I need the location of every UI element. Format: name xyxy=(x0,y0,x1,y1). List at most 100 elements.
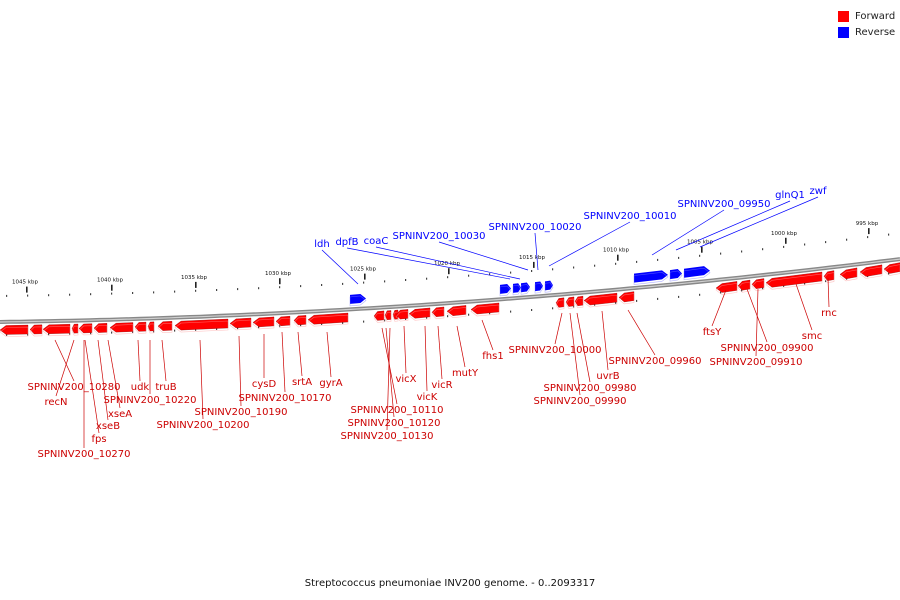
upper-marker xyxy=(174,290,176,293)
forward-gene-14-shadow xyxy=(293,316,307,328)
lower-marker xyxy=(132,331,134,333)
upper-marker xyxy=(720,252,722,255)
upper-marker xyxy=(510,271,512,274)
lower-marker xyxy=(657,297,659,300)
forward-gene-1-shadow xyxy=(29,326,43,337)
upper-marker xyxy=(426,277,428,280)
forward-label-20: vicR xyxy=(431,380,452,391)
forward-label-1-leader xyxy=(55,339,75,397)
upper-marker xyxy=(363,281,365,284)
forward-label-21-leader xyxy=(456,325,466,368)
lower-marker xyxy=(615,301,617,304)
forward-label-32-leader xyxy=(827,277,830,308)
forward-gene-2-shadow xyxy=(42,325,71,337)
reverse-gene-7-shadow xyxy=(669,270,683,282)
lower-marker xyxy=(300,324,302,327)
forward-label-24: uvrB xyxy=(596,371,619,382)
forward-swatch xyxy=(838,10,849,22)
forward-gene-28 xyxy=(618,291,635,303)
tick-label: 1020 kbp xyxy=(434,261,460,267)
tick-label: 1010 kbp xyxy=(603,248,629,254)
forward-label-15-leader xyxy=(403,325,407,374)
legend-reverse: Reverse xyxy=(838,24,895,40)
tick-label: 1045 kbp xyxy=(12,280,38,286)
lower-marker xyxy=(48,333,50,336)
reverse-gene-6-shadow xyxy=(633,272,669,285)
forward-label-2: fps xyxy=(91,434,106,445)
upper-marker xyxy=(825,241,827,244)
reverse-gene-1-shadow xyxy=(499,285,512,297)
reverse-gene-4-shadow xyxy=(534,283,544,294)
upper-marker xyxy=(594,264,596,267)
forward-label-31: smc xyxy=(802,331,822,342)
forward-gene-15-shadow xyxy=(307,314,349,327)
upper-marker xyxy=(636,260,638,263)
forward-label-18: SPNINV200_10130 xyxy=(340,431,433,442)
lower-marker xyxy=(699,293,701,296)
forward-label-14: gyrA xyxy=(319,378,342,389)
forward-gene-29-shadow xyxy=(715,283,738,295)
forward-label-32: rnc xyxy=(821,308,837,319)
upper-marker xyxy=(762,248,764,251)
upper-marker xyxy=(6,294,8,297)
forward-label-22: fhs1 xyxy=(482,351,503,362)
forward-gene-12-shadow xyxy=(252,318,275,330)
tick-mark xyxy=(701,246,703,253)
upper-marker xyxy=(342,282,344,285)
forward-label-4-leader xyxy=(107,339,121,409)
reverse-label-3-leader xyxy=(438,241,529,271)
reverse-label-4-leader xyxy=(534,232,539,271)
forward-gene-7-shadow xyxy=(134,323,147,334)
lower-marker xyxy=(426,316,428,319)
lower-marker xyxy=(468,313,470,316)
reverse-label-5: SPNINV200_10010 xyxy=(583,211,676,222)
lower-marker xyxy=(741,289,743,292)
reverse-label-1: dpfB xyxy=(335,237,358,248)
forward-label-10: SPNINV200_10190 xyxy=(194,407,287,418)
forward-gene-32-shadow xyxy=(765,273,823,290)
tick-mark xyxy=(533,261,535,268)
reverse-label-7: glnQ1 xyxy=(775,190,805,201)
tick-label: 1015 kbp xyxy=(519,255,545,261)
tick-label: 1030 kbp xyxy=(265,271,291,277)
lower-marker xyxy=(552,307,554,310)
tick-mark xyxy=(617,254,619,261)
upper-track-markers xyxy=(6,233,890,297)
forward-label-7-leader xyxy=(161,339,167,382)
forward-label-16: SPNINV200_10110 xyxy=(350,405,443,416)
upper-marker xyxy=(321,284,323,286)
lower-marker xyxy=(405,318,407,320)
forward-gene-8-shadow xyxy=(147,323,155,334)
forward-gene-18-shadow xyxy=(392,311,399,322)
forward-gene-23-shadow xyxy=(470,304,500,317)
forward-gene-13-shadow xyxy=(275,317,291,329)
reverse-gene-8 xyxy=(684,266,710,278)
tick-mark xyxy=(111,284,113,291)
upper-marker xyxy=(48,294,50,297)
forward-gene-30 xyxy=(737,279,751,291)
lower-marker xyxy=(489,312,491,315)
upper-marker xyxy=(90,293,92,296)
forward-label-20-leader xyxy=(437,325,443,380)
forward-gene-16-shadow xyxy=(373,312,385,323)
forward-gene-31 xyxy=(751,278,765,289)
forward-label-19-leader xyxy=(424,325,428,392)
forward-label-27: SPNINV200_09960 xyxy=(608,356,701,367)
upper-marker xyxy=(552,268,554,271)
forward-label-2-leader xyxy=(84,339,100,434)
upper-marker xyxy=(69,293,71,296)
reverse-label-6-leader xyxy=(651,209,725,256)
forward-label-9: SPNINV200_10200 xyxy=(156,420,249,431)
forward-gene-25-shadow xyxy=(565,298,575,309)
forward-gene-24-shadow xyxy=(555,299,565,310)
lower-marker xyxy=(825,280,827,283)
reverse-label-8-leader xyxy=(699,196,819,248)
upper-marker xyxy=(531,270,533,272)
forward-label-8: SPNINV200_10220 xyxy=(103,395,196,406)
lower-marker xyxy=(174,329,176,332)
upper-marker xyxy=(300,285,302,288)
lower-marker xyxy=(510,310,512,313)
reverse-label-2-leader xyxy=(375,246,521,280)
tick-mark xyxy=(448,268,450,275)
